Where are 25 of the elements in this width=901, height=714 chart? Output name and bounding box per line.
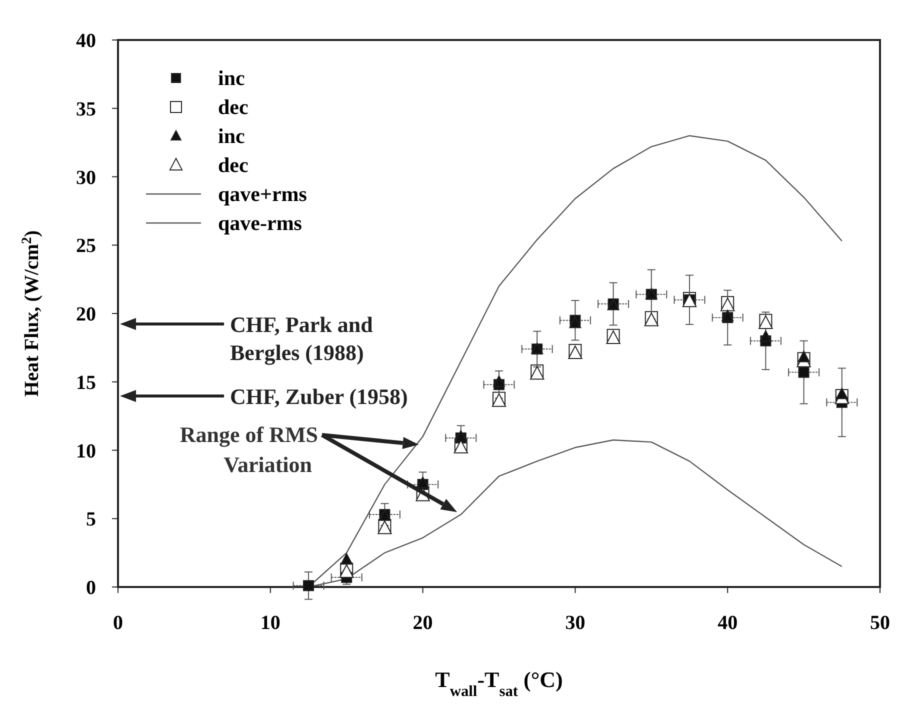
annotation: CHF, Park and Bergles (1988): [230, 312, 373, 365]
legend-label: dec: [218, 153, 248, 177]
y-tick-label: 40: [76, 30, 96, 52]
annotation: Range of RMS Variation: [180, 422, 318, 477]
legend-label: inc: [218, 66, 245, 90]
x-tick-label: 50: [870, 612, 890, 634]
y-tick-label: 25: [76, 235, 96, 258]
y-tick-label: 30: [76, 166, 96, 189]
legend-label: qave+rms: [218, 182, 307, 206]
x-tick-label: 40: [718, 612, 738, 634]
y-tick-label: 15: [76, 372, 96, 394]
annotation: CHF, Zuber (1958): [230, 384, 408, 409]
y-tick-label: 0: [86, 577, 96, 599]
x-tick-label: 10: [260, 612, 280, 634]
legend-label: qave-rms: [218, 211, 302, 235]
x-axis-title: T$_{wall}$-T$_{sat}$ (°C): [435, 667, 563, 700]
x-tick-label: 0: [113, 612, 123, 634]
x-tick-label: 30: [565, 612, 586, 634]
y-tick-label: 10: [76, 440, 96, 462]
x-tick-label: 20: [412, 612, 433, 634]
y-tick-label: 5: [86, 508, 96, 531]
legend-label: inc: [218, 124, 245, 148]
legend-label: dec: [218, 95, 248, 119]
y-tick-label: 35: [76, 98, 96, 120]
y-tick-label: 20: [76, 304, 96, 326]
